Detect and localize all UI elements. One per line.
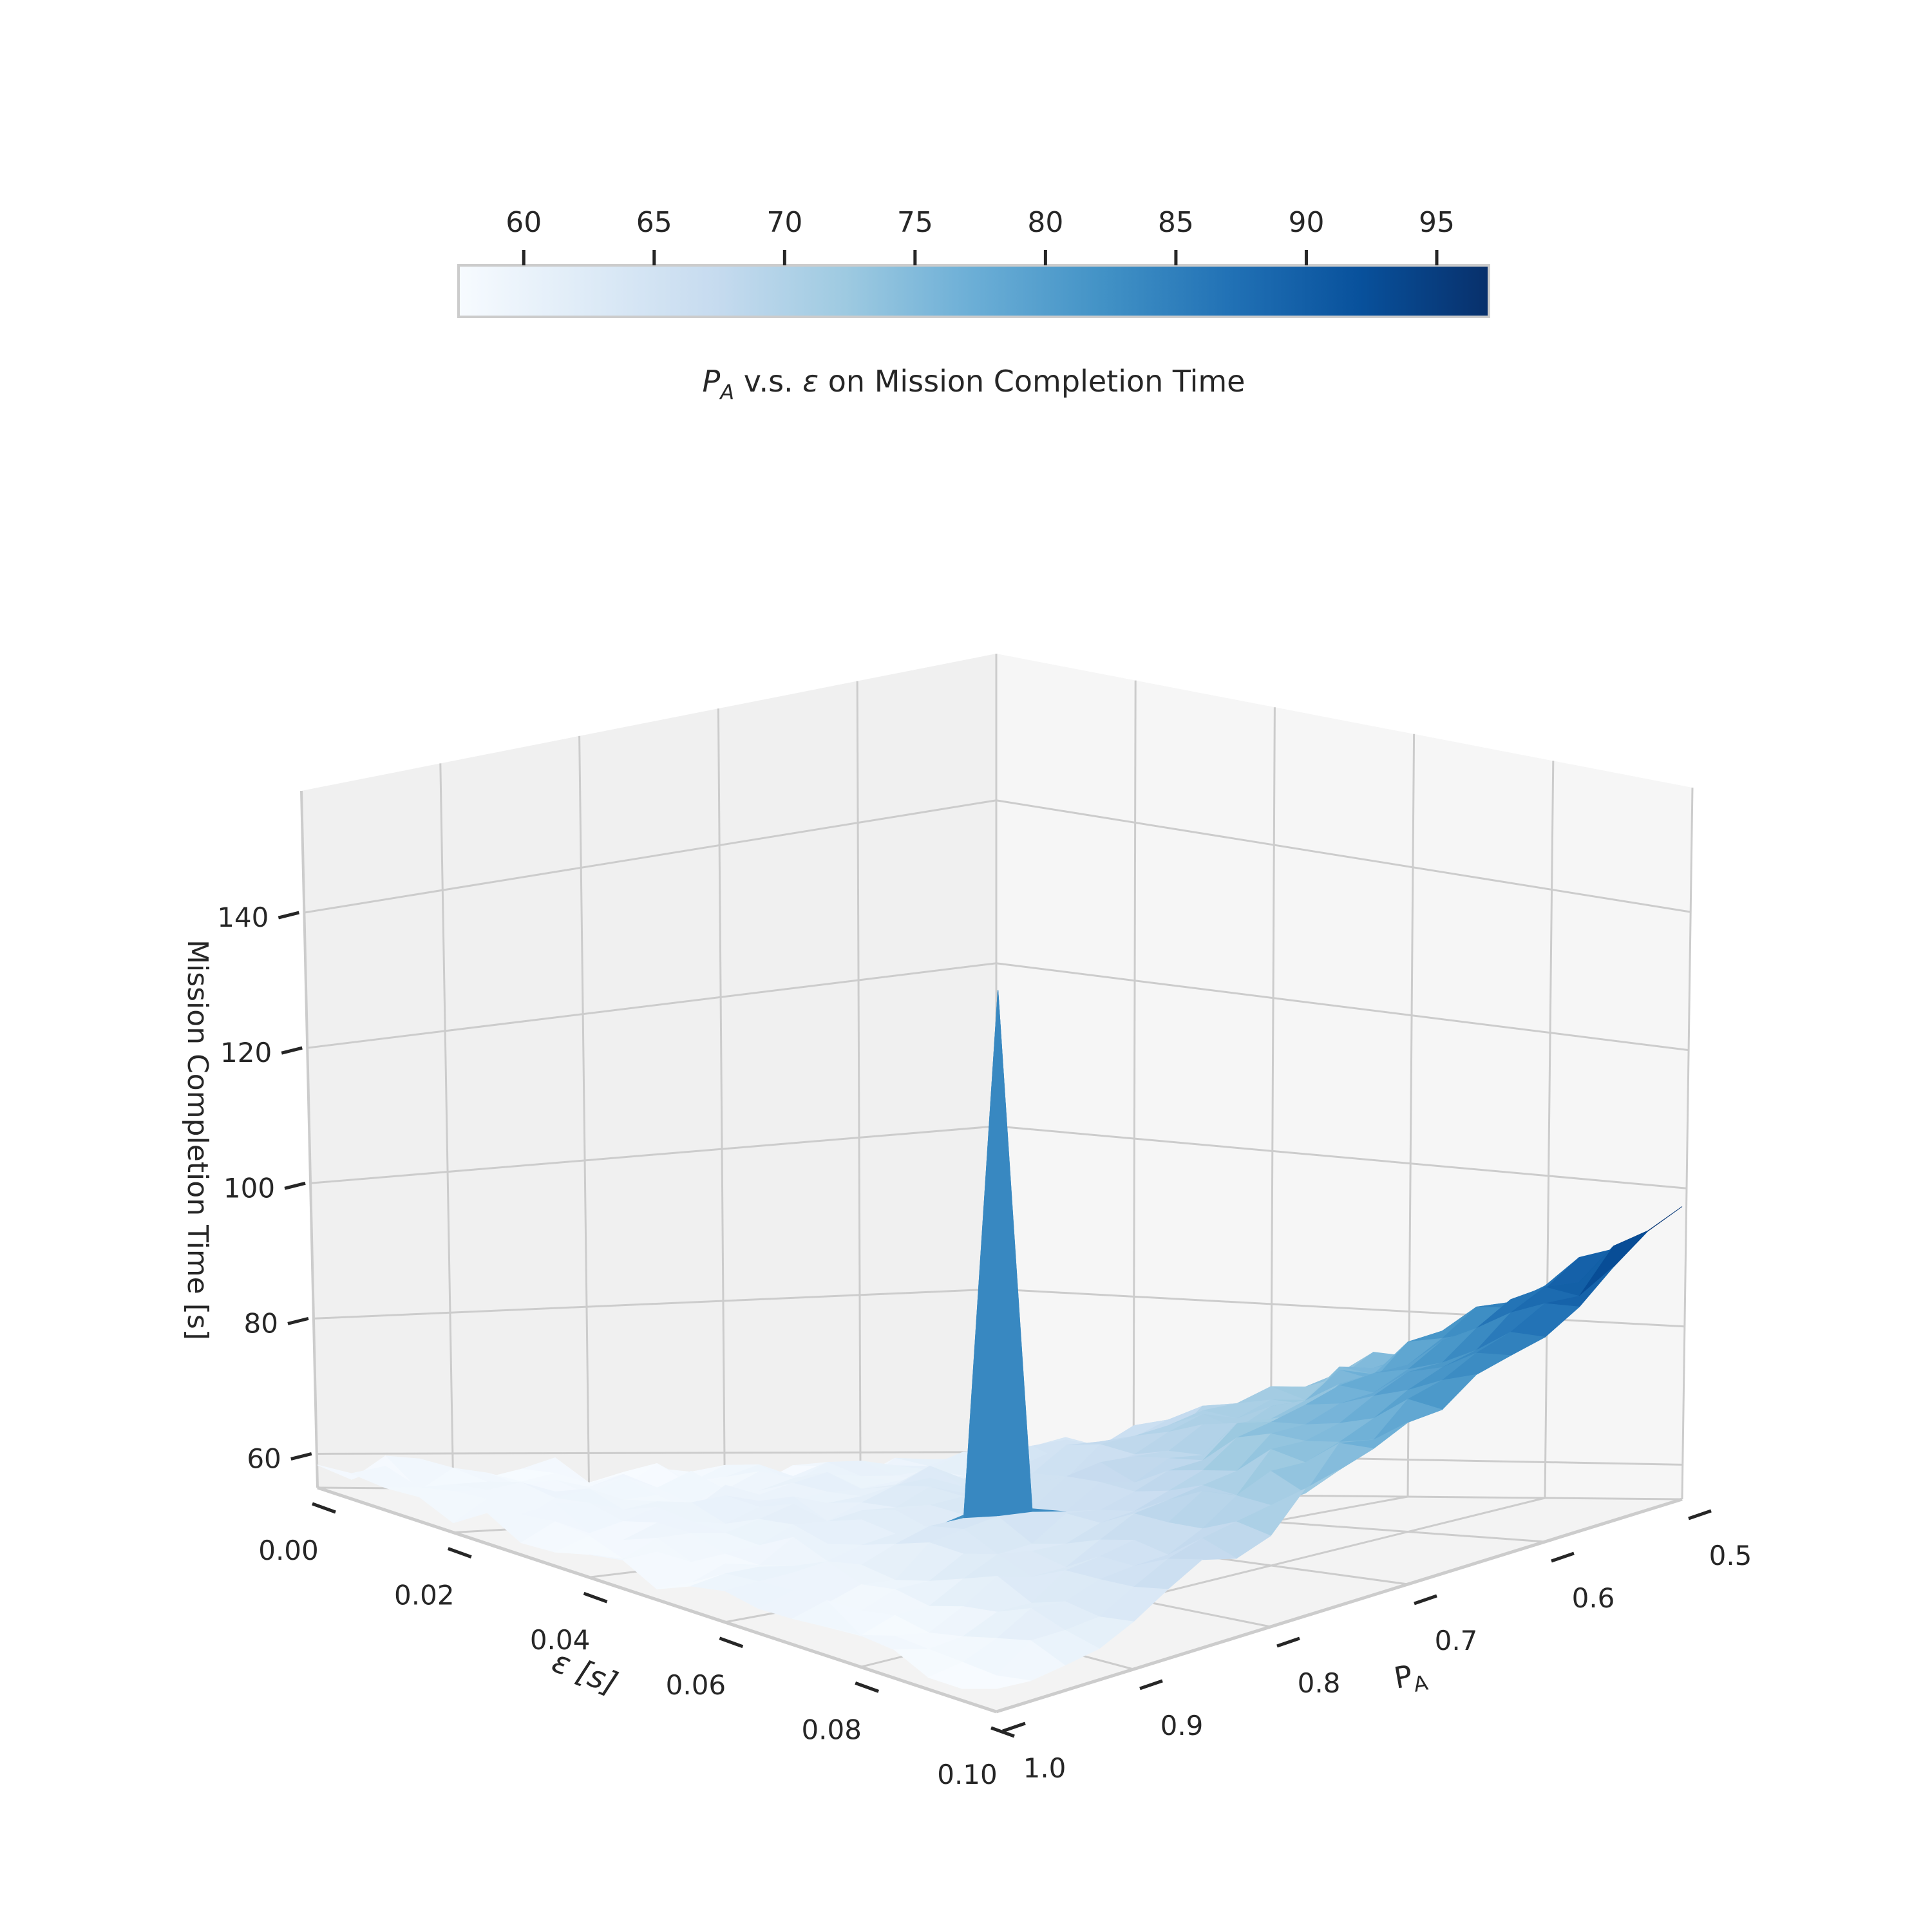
- x-tick-label: 1.0: [1023, 1752, 1066, 1784]
- z-tick: [281, 1046, 303, 1055]
- y-tick-label: 0.00: [258, 1535, 319, 1566]
- pane-right-wall: [996, 654, 1692, 1499]
- x-tick: [1139, 1679, 1163, 1690]
- colorbar-tick-label: 80: [1027, 206, 1063, 239]
- x-tick-label: 0.7: [1435, 1625, 1478, 1656]
- x-axis-label-main: P: [1392, 1658, 1416, 1696]
- title-tail: on Mission Completion Time: [819, 364, 1245, 399]
- pane-left-wall: [301, 654, 996, 1493]
- x-tick: [1276, 1636, 1300, 1648]
- z-tick: [290, 1452, 312, 1461]
- gridline-y-wall: [1269, 707, 1276, 1496]
- colorbar-tick-label: 95: [1419, 206, 1455, 239]
- y-tick: [312, 1502, 336, 1514]
- y-tick-label: 0.08: [801, 1714, 862, 1745]
- z-tick-label: 60: [247, 1443, 281, 1474]
- x-tick: [1688, 1509, 1712, 1520]
- colorbar-tick-label: 60: [506, 206, 542, 239]
- z-tick: [284, 1181, 306, 1190]
- y-tick-label: 0.10: [937, 1759, 998, 1790]
- z-axis-label: Mission Completion Time [s]: [181, 940, 214, 1340]
- colorbar-tick-label: 85: [1158, 206, 1194, 239]
- z-tick-label: 100: [223, 1172, 275, 1204]
- x-tick: [1551, 1551, 1575, 1563]
- colorbar-tick-label: 70: [766, 206, 802, 239]
- title-subscript: A: [719, 380, 734, 404]
- gridline-y-wall: [1544, 761, 1555, 1499]
- y-tick: [855, 1681, 880, 1693]
- y-tick: [719, 1636, 744, 1649]
- colorbar: 60 65 70 75 80 85 90 95: [457, 206, 1490, 318]
- y-tick-label: 0.02: [394, 1580, 455, 1611]
- x-axis-label: PA: [1392, 1656, 1430, 1700]
- x-tick-label: 0.9: [1160, 1710, 1204, 1741]
- y-tick-label: 0.04: [530, 1624, 591, 1656]
- y-tick: [447, 1547, 472, 1558]
- chart-title: PA v.s. ε on Mission Completion Time: [703, 364, 1245, 404]
- colorbar-tick-label: 90: [1288, 206, 1324, 239]
- gridline-x-wall: [856, 681, 862, 1492]
- title-symbol: P: [703, 364, 721, 399]
- gridline-y-floor: [996, 1498, 1683, 1713]
- y-tick-label: 0.06: [666, 1669, 726, 1701]
- x-tick-label: 0.5: [1709, 1540, 1752, 1571]
- gridline-x-wall: [578, 735, 591, 1490]
- x-tick: [1002, 1721, 1026, 1733]
- z-tick: [278, 911, 299, 920]
- z-tick-label: 120: [220, 1037, 272, 1068]
- colorbar-tick-label: 65: [636, 206, 672, 239]
- x-tick-label: 0.8: [1298, 1667, 1341, 1699]
- x-tick-label: 0.6: [1572, 1582, 1615, 1614]
- colorbar-ticks: 60 65 70 75 80 85 90 95: [506, 206, 1455, 265]
- gridline-x-floor: [317, 1486, 997, 1713]
- gridline-y-wall: [1681, 787, 1694, 1500]
- z-tick-label: 140: [217, 902, 269, 933]
- surface-mesh: [317, 990, 1683, 1689]
- gridline-x-wall: [717, 708, 726, 1491]
- gridline-x-wall: [439, 763, 455, 1489]
- y-tick: [990, 1726, 1015, 1738]
- z-axis-line: [300, 790, 319, 1488]
- gridline-y-wall: [1132, 680, 1137, 1495]
- z-tick: [287, 1316, 309, 1325]
- z-tick-label: 80: [243, 1307, 278, 1339]
- y-tick: [583, 1591, 608, 1604]
- x-axis-label-sub: A: [1412, 1671, 1430, 1697]
- axis-ticks: 60 80 100 120 140 0.00 0.02 0.04 0.06 0.08 0.10 0.5…: [217, 902, 1752, 1790]
- colorbar-gradient: [457, 264, 1490, 318]
- title-epsilon: ε: [802, 364, 819, 399]
- title-middle: v.s.: [734, 364, 802, 399]
- colorbar-tick-label: 75: [897, 206, 933, 239]
- surface-facet: [962, 1675, 1031, 1689]
- x-tick: [1414, 1594, 1437, 1605]
